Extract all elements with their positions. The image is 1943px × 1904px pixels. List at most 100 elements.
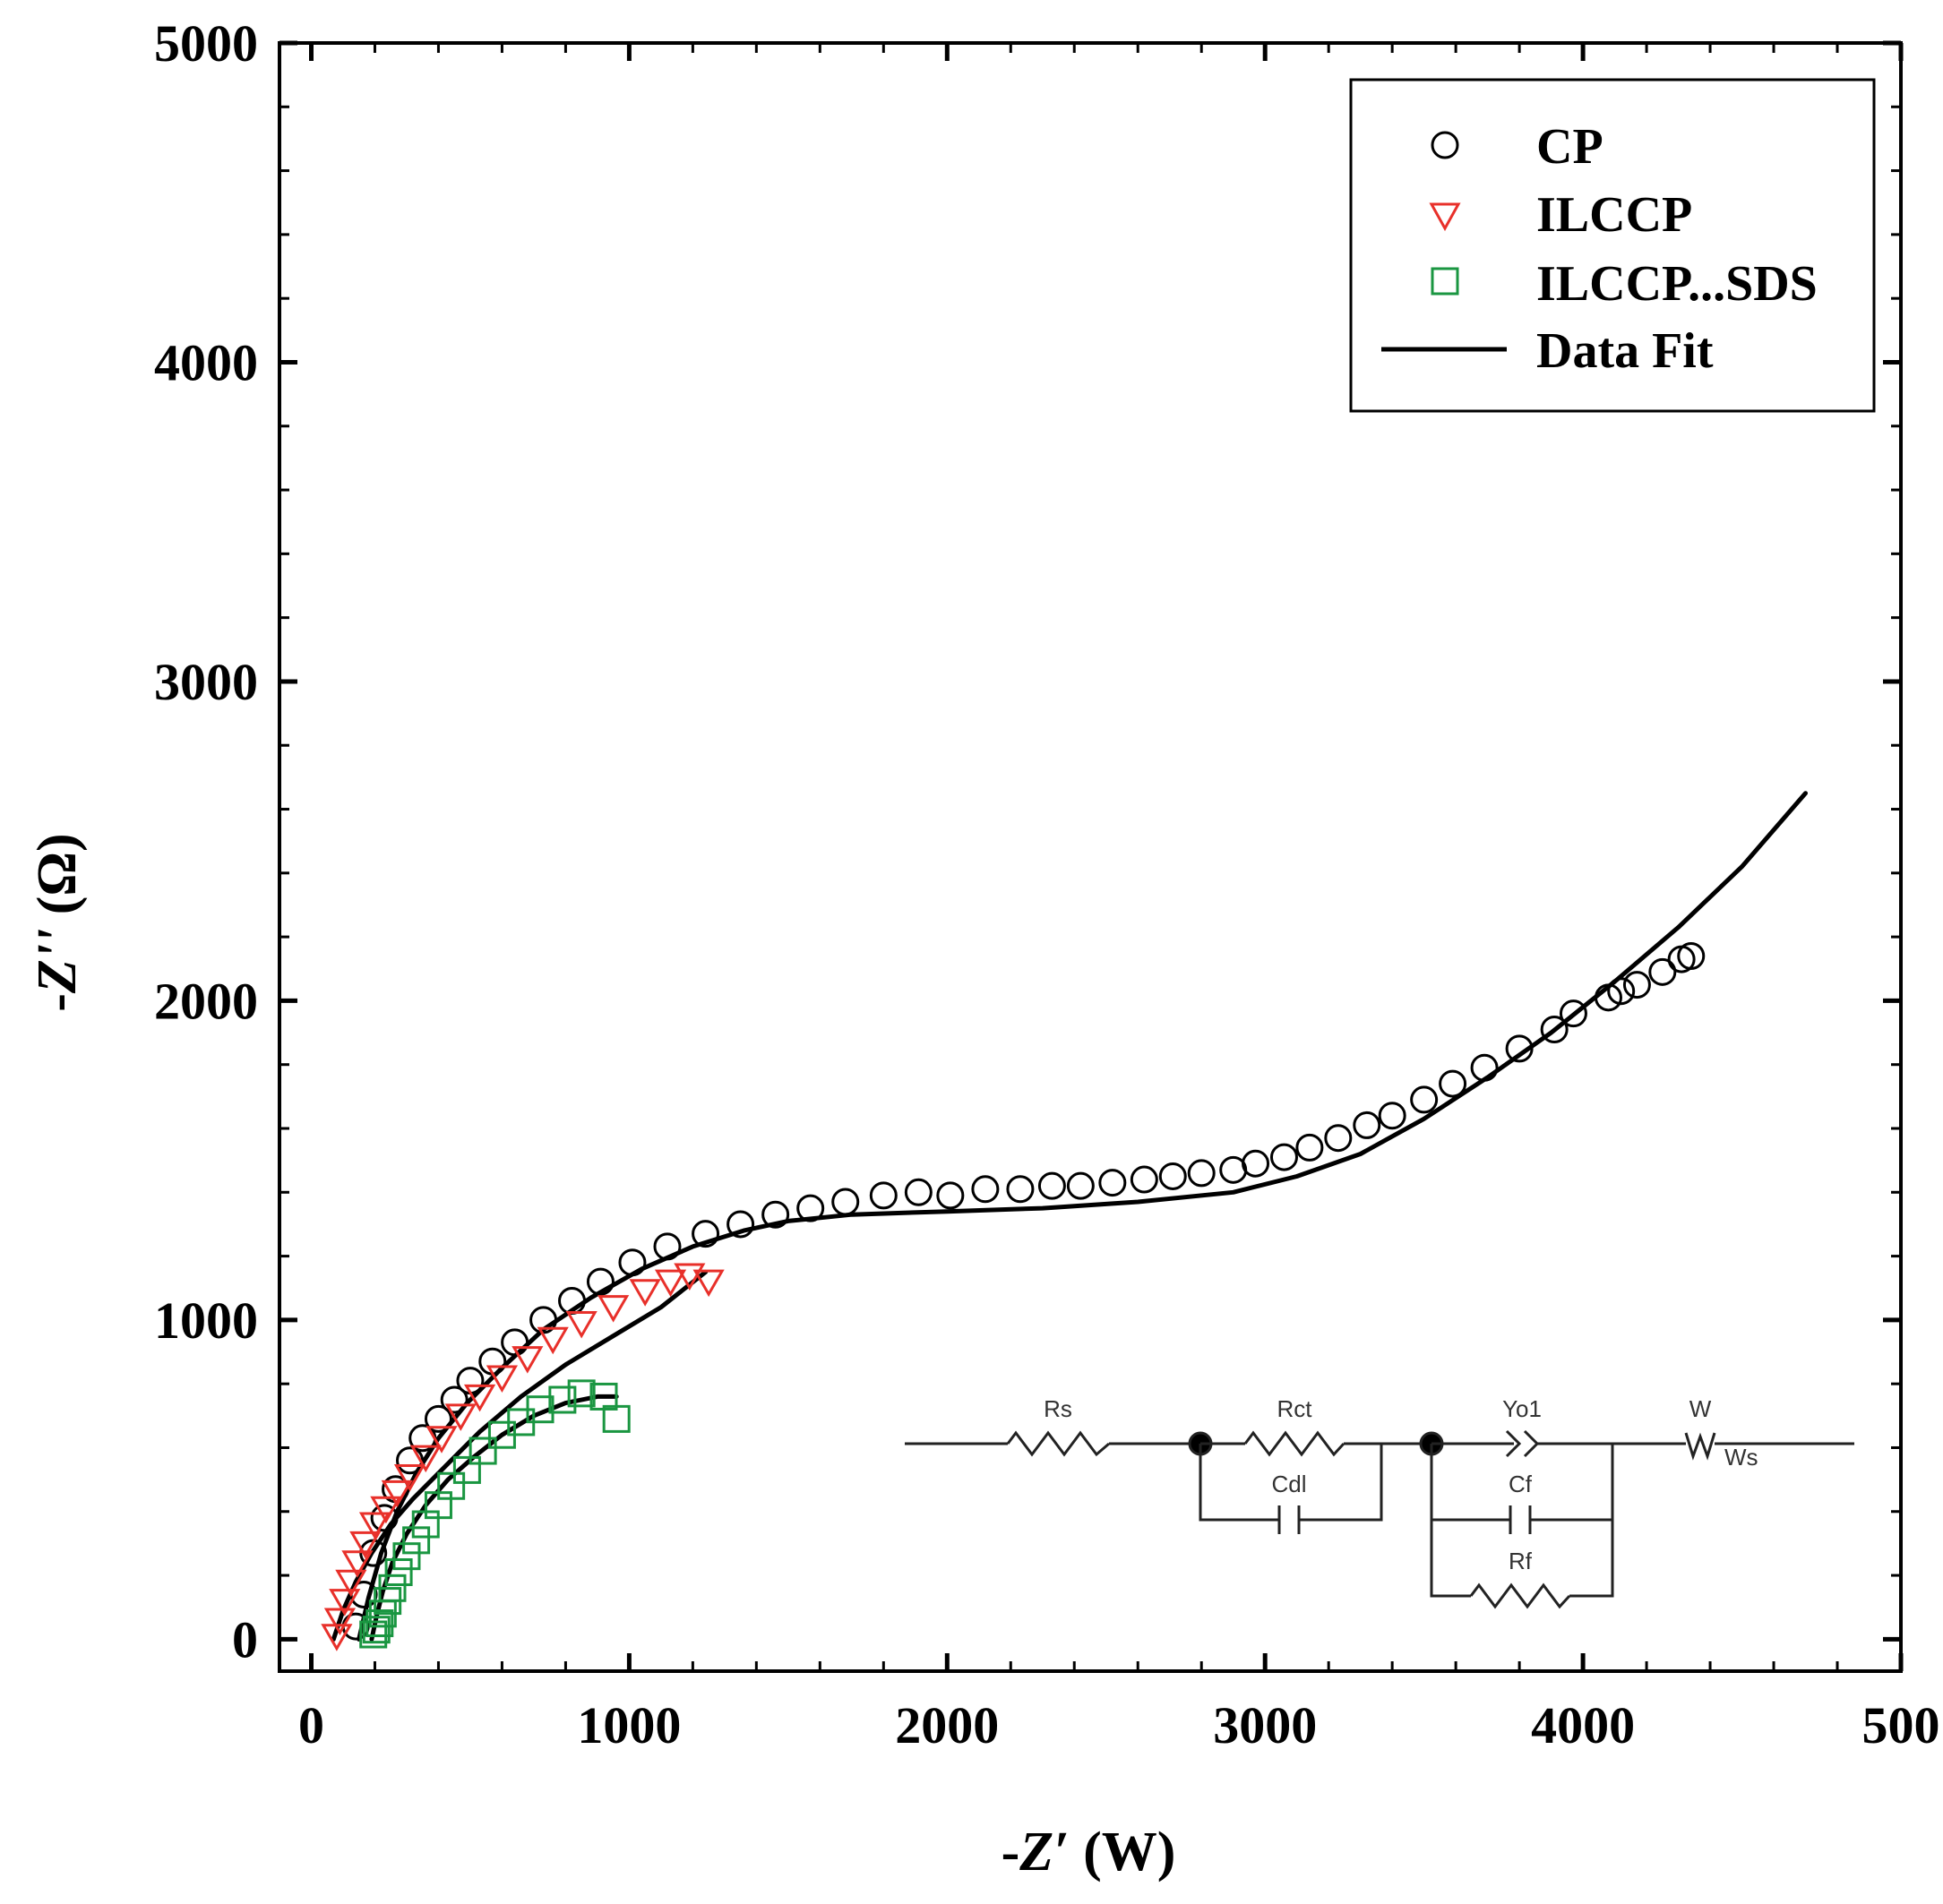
data-fit-curve <box>357 791 1808 1642</box>
cp-point <box>1242 1149 1270 1178</box>
warburg-element-icon <box>1684 1432 1716 1461</box>
circuit-label-rs: Rs <box>1044 1395 1072 1422</box>
ilccp-sds-point <box>378 1574 407 1602</box>
cp-point <box>1098 1169 1127 1197</box>
data-fit-lines <box>331 791 1808 1642</box>
y-tick-label: 1000 <box>154 1291 258 1350</box>
y-axis-title: -Z'' (Ω) <box>27 833 88 1011</box>
cpe-element-icon <box>1523 1429 1540 1458</box>
legend-label-ilccp-sds: ILCCP...SDS <box>1536 256 1818 312</box>
ilccp-point <box>393 1464 426 1492</box>
cp-point <box>1439 1069 1467 1098</box>
cp-point <box>424 1404 452 1433</box>
ilccp-point <box>598 1295 630 1323</box>
y-axis-title-prefix: - <box>27 993 88 1012</box>
cp-point <box>1295 1133 1324 1162</box>
x-tick-label: 1000 <box>577 1696 681 1754</box>
cp-point <box>1559 999 1587 1028</box>
cp-point <box>1594 983 1622 1012</box>
cp-point <box>692 1220 720 1248</box>
ilccp-point <box>426 1426 458 1454</box>
rct-resistor-icon <box>1243 1430 1345 1457</box>
ilccp-point <box>409 1445 442 1473</box>
legend-marker-circle <box>1431 131 1459 159</box>
cp-point <box>936 1181 965 1210</box>
y-axis-title-unit: (Ω) <box>27 833 88 928</box>
ilccp-point <box>335 1569 367 1598</box>
data-fit-curve <box>369 1394 619 1642</box>
cp-point <box>1269 1143 1298 1171</box>
y-tick-label: 5000 <box>154 14 258 73</box>
rs-resistor-icon <box>1006 1430 1110 1457</box>
ilccp-point <box>565 1310 598 1339</box>
legend-item-ilccp-sds: ILCCP...SDS <box>1431 256 1818 312</box>
y-tick-labels: 0 1000 2000 3000 4000 5000 <box>154 14 258 1668</box>
circuit-label-ws: Ws <box>1724 1444 1758 1471</box>
cp-point <box>1006 1175 1035 1204</box>
ilccp-point <box>512 1346 544 1374</box>
cdl-branch-wire <box>1199 1444 1279 1522</box>
cp-point <box>456 1367 485 1395</box>
ilccp-point <box>444 1403 477 1431</box>
cp-point <box>1607 977 1636 1006</box>
cp-point <box>501 1328 529 1357</box>
legend-marker-triangle <box>1429 202 1461 232</box>
legend: CP ILCCP ILCCP...SDS Data Fit <box>1349 78 1876 413</box>
y-tick-label: 4000 <box>154 333 258 391</box>
ilccp-point <box>323 1608 357 1635</box>
cp-point <box>1648 957 1677 986</box>
ilccp-point <box>370 1496 402 1524</box>
y-tick-label: 3000 <box>154 653 258 711</box>
cpe-element-icon <box>1505 1429 1522 1458</box>
cf-branch-wire <box>1530 1444 1614 1522</box>
cp-point <box>586 1267 615 1296</box>
ilccp-point <box>537 1326 569 1355</box>
ilccp-point <box>358 1512 391 1540</box>
cp-point <box>726 1210 755 1239</box>
cp-point <box>478 1347 507 1376</box>
circuit-label-rf: Rf <box>1509 1548 1533 1574</box>
circuit-label-w: W <box>1689 1395 1712 1422</box>
plot-frame <box>278 41 1903 1673</box>
ilccp-sds-point <box>384 1557 413 1586</box>
cp-point <box>1677 942 1706 971</box>
ilccp-sds-point <box>392 1542 421 1571</box>
rf-resistor-icon <box>1469 1582 1571 1609</box>
cp-point <box>653 1232 682 1261</box>
rf-branch-wire <box>1430 1520 1471 1598</box>
ilccp-sds-point <box>362 1616 391 1644</box>
cp-point <box>1324 1124 1353 1153</box>
cp-point <box>1505 1034 1534 1063</box>
cp-point <box>1158 1162 1187 1190</box>
cp-point <box>1037 1171 1066 1200</box>
data-markers <box>321 942 1706 1651</box>
cp-point <box>370 1504 399 1532</box>
cp-point <box>869 1181 898 1210</box>
ilccp-sds-point <box>526 1395 555 1424</box>
cp-point <box>440 1385 469 1414</box>
ticks <box>279 40 1904 1671</box>
ilccp-sds-point <box>452 1455 481 1484</box>
cp-point <box>1066 1171 1095 1200</box>
cp-point <box>1622 971 1651 999</box>
cdl-branch-wire <box>1299 1444 1383 1522</box>
x-tick-label: 4000 <box>1531 1696 1635 1754</box>
ilccp-sds-point <box>359 1620 388 1649</box>
cp-point <box>761 1200 790 1229</box>
y-axis-title-symbol: Z'' <box>27 929 88 994</box>
x-tick-label: 0 <box>298 1696 324 1754</box>
ilccp-point <box>629 1279 661 1307</box>
axes-frame <box>278 41 1903 1673</box>
cp-point <box>1130 1165 1158 1194</box>
ilccp-sds-point <box>437 1471 466 1500</box>
ilccp-sds-point <box>469 1437 497 1465</box>
ilccp-point <box>341 1550 374 1578</box>
data-fit-curve <box>331 1269 709 1642</box>
x-axis-title-unit: (W) <box>1070 1822 1176 1883</box>
legend-label-data-fit: Data Fit <box>1536 323 1714 379</box>
circuit-label-cdl: Cdl <box>1271 1471 1306 1497</box>
cp-point <box>1410 1085 1439 1114</box>
ilccp-sds-point <box>365 1609 394 1638</box>
x-axis-title-symbol: Z′ <box>1019 1822 1069 1883</box>
